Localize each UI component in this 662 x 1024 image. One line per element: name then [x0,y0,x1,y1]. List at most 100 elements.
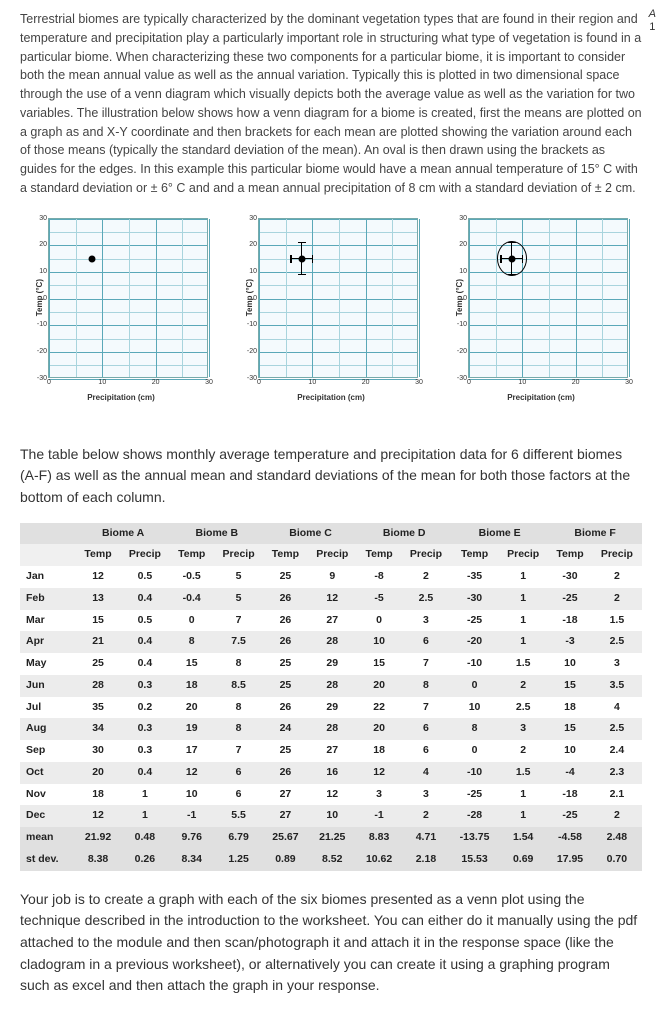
data-cell: -28 [451,805,498,827]
data-cell: 2 [498,740,548,762]
data-cell: 22 [357,697,400,719]
page-number: 1 [649,21,656,34]
data-cell: 29 [307,697,357,719]
data-cell: 1 [498,784,548,806]
summary-cell: 8.34 [170,849,213,871]
sub-header: Precip [401,544,451,566]
bottom-paragraph: Your job is to create a graph with each … [20,889,642,997]
data-cell: 34 [76,718,119,740]
data-cell: 17 [170,740,213,762]
data-cell: 6 [213,784,263,806]
chart-panel-2: Temp (°C) 3020100-10-20-300102030 Precip… [230,218,432,404]
data-cell: 7 [401,697,451,719]
data-cell: -30 [451,588,498,610]
data-cell: 2.3 [592,762,642,784]
biome-header: Biome C [264,523,358,545]
data-cell: 19 [170,718,213,740]
table-row: Jul350.22082629227102.5184 [20,697,642,719]
biome-data-table: Biome ABiome BBiome CBiome DBiome EBiome… [20,523,642,871]
data-cell: 27 [264,805,307,827]
data-cell: 28 [76,675,119,697]
table-row: Feb130.4-0.452612-52.5-301-252 [20,588,642,610]
data-cell: 2.4 [592,740,642,762]
data-cell: 27 [307,610,357,632]
data-cell: 25 [264,566,307,588]
month-label: Jan [20,566,76,588]
month-label: Feb [20,588,76,610]
data-cell: 20 [170,697,213,719]
table-row: Apr210.487.52628106-201-32.5 [20,631,642,653]
data-cell: 7 [213,610,263,632]
summary-cell: 6.79 [213,827,263,849]
data-cell: 18 [76,784,119,806]
plot-1: 3020100-10-20-300102030 [48,218,208,378]
data-cell: 3 [592,653,642,675]
data-cell: 29 [307,653,357,675]
data-cell: 15 [548,675,591,697]
month-label: Apr [20,631,76,653]
data-cell: 12 [170,762,213,784]
data-cell: 20 [76,762,119,784]
data-cell: 10 [451,697,498,719]
data-cell: -20 [451,631,498,653]
data-cell: 35 [76,697,119,719]
data-cell: 25 [264,740,307,762]
data-cell: 4 [592,697,642,719]
data-cell: -0.4 [170,588,213,610]
data-cell: 8 [401,675,451,697]
data-cell: 12 [307,588,357,610]
table-row: Jan120.5-0.55259-82-351-302 [20,566,642,588]
data-cell: -18 [548,610,591,632]
page-letter: A [649,8,656,21]
data-cell: -25 [548,805,591,827]
data-cell: 27 [264,784,307,806]
data-cell: 20 [357,675,400,697]
month-label: Sep [20,740,76,762]
summary-cell: 0.69 [498,849,548,871]
data-cell: 5.5 [213,805,263,827]
data-cell: 6 [401,631,451,653]
data-cell: 8 [213,718,263,740]
data-cell: -8 [357,566,400,588]
data-cell: 13 [76,588,119,610]
data-cell: 8 [170,631,213,653]
data-cell: 6 [401,740,451,762]
x-axis-label: Precipitation (cm) [87,392,155,404]
data-cell: 12 [76,566,119,588]
data-cell: 3 [401,784,451,806]
month-label: Dec [20,805,76,827]
data-cell: 2.1 [592,784,642,806]
data-cell: 25 [76,653,119,675]
data-cell: -30 [548,566,591,588]
plot-3: 3020100-10-20-300102030 [468,218,628,378]
table-row: Jun280.3188.5252820802153.5 [20,675,642,697]
data-cell: 3 [401,610,451,632]
data-cell: 6 [213,762,263,784]
data-cell: 1 [120,805,170,827]
data-cell: 26 [264,697,307,719]
table-row: Dec121-15.52710-12-281-252 [20,805,642,827]
data-cell: 2.5 [592,631,642,653]
data-cell: 6 [401,718,451,740]
data-cell: 0 [451,675,498,697]
data-cell: 15 [357,653,400,675]
table-row: Mar150.507262703-251-181.5 [20,610,642,632]
data-cell: 2 [592,805,642,827]
mid-paragraph: The table below shows monthly average te… [20,444,642,509]
summary-cell: 21.25 [307,827,357,849]
biome-header: Biome F [548,523,642,545]
data-cell: -35 [451,566,498,588]
data-cell: 25 [264,653,307,675]
x-axis-label: Precipitation (cm) [507,392,575,404]
data-cell: -4 [548,762,591,784]
data-cell: 1.5 [592,610,642,632]
summary-cell: 10.62 [357,849,400,871]
data-cell: 21 [76,631,119,653]
summary-cell: 21.92 [76,827,119,849]
data-cell: 5 [213,566,263,588]
chart-panel-1: Temp (°C) 3020100-10-20-300102030 Precip… [20,218,222,404]
data-cell: 2 [498,675,548,697]
sub-header: Temp [451,544,498,566]
chart-panel-3: Temp (°C) 3020100-10-20-300102030 Precip… [440,218,642,404]
data-cell: 10 [548,740,591,762]
